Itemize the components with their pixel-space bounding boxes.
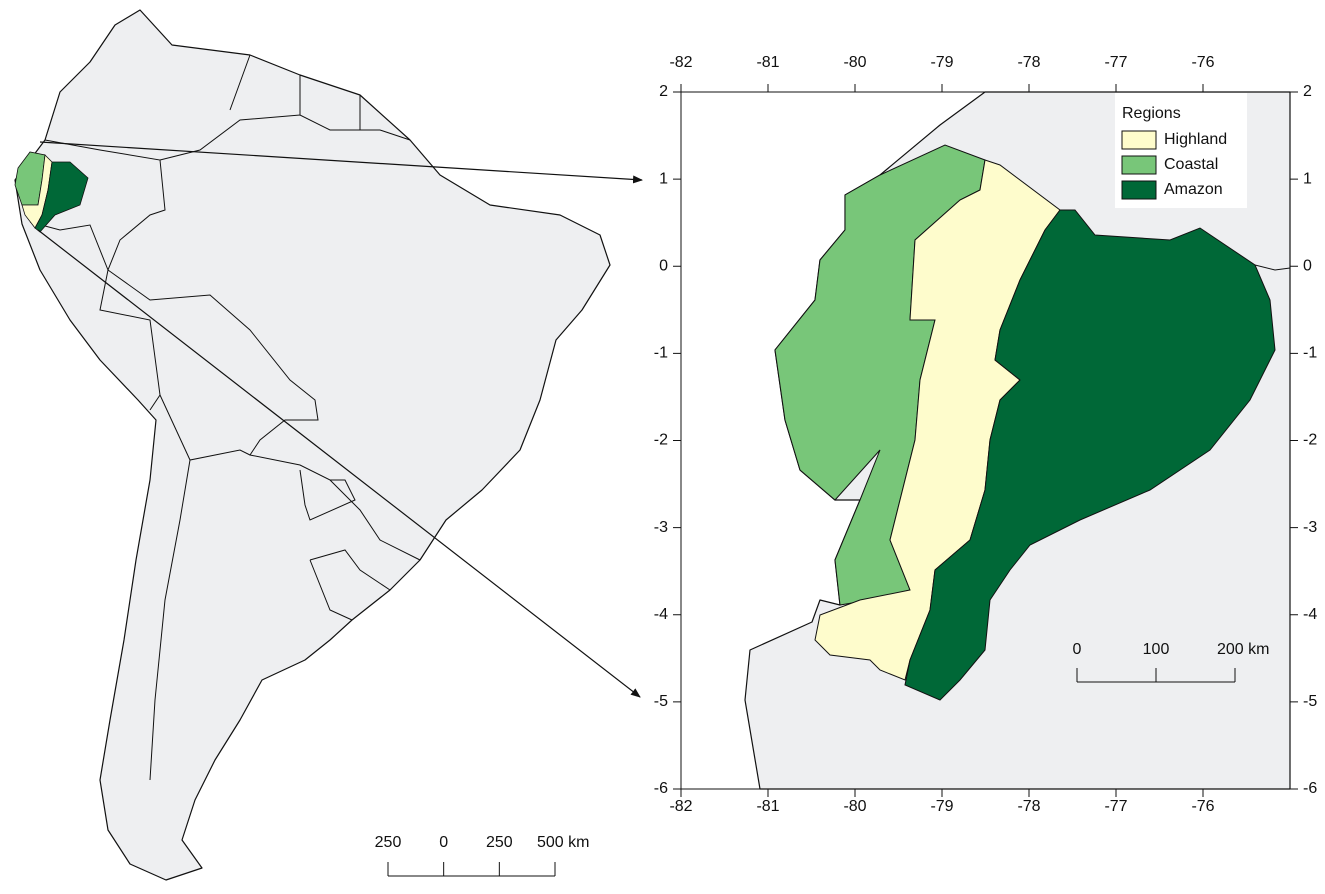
- x-tick-label: -79: [930, 798, 953, 815]
- y-tick-label: 1: [659, 170, 668, 187]
- y-tick-label: -6: [1303, 780, 1317, 797]
- legend-label: Highland: [1164, 131, 1227, 148]
- scale-label: 250: [486, 834, 513, 851]
- scale-label: 100: [1143, 641, 1170, 658]
- y-tick-label: 1: [1303, 170, 1312, 187]
- zoom-arrow: [37, 229, 641, 698]
- scale-label: 200 km: [1217, 641, 1269, 658]
- ecuador-amazon: [34, 161, 89, 233]
- y-tick-label: -6: [654, 780, 668, 797]
- country-borders: [1254, 264, 1291, 271]
- scale-label: 0: [439, 834, 448, 851]
- y-tick-label: -2: [654, 432, 668, 449]
- scale-label: 0: [1073, 641, 1082, 658]
- overview-map: 250 0 250 500 km: [14, 9, 643, 881]
- amazon-region: [904, 209, 1276, 701]
- y-tick-label: -3: [1303, 519, 1317, 536]
- scale-label: 250: [375, 834, 402, 851]
- x-tick-label: -82: [669, 798, 692, 815]
- y-tick-label: -5: [654, 693, 668, 710]
- y-tick-label: -4: [654, 606, 668, 623]
- x-tick-label: -77: [1104, 798, 1127, 815]
- y-tick-label: 0: [1303, 257, 1312, 274]
- legend-swatch: [1121, 155, 1157, 175]
- x-tick-label: -78: [1017, 798, 1040, 815]
- y-tick-label: -3: [654, 519, 668, 536]
- x-tick-label: -79: [930, 54, 953, 71]
- legend-title: Regions: [1122, 105, 1181, 122]
- legend-label: Amazon: [1164, 181, 1223, 198]
- scale-bar: 250 0 250 500 km: [375, 834, 589, 877]
- x-tick-label: -77: [1104, 54, 1127, 71]
- country-borders: [29, 54, 421, 781]
- y-tick-label: 0: [659, 257, 668, 274]
- x-tick-label: -80: [843, 798, 866, 815]
- x-tick-label: -81: [756, 798, 779, 815]
- y-tick-label: -4: [1303, 606, 1317, 623]
- legend-label: Coastal: [1164, 156, 1218, 173]
- x-tick-label: -81: [756, 54, 779, 71]
- legend: Regions Highland Coastal Amazon: [1115, 93, 1247, 208]
- scale-bar: 0 100 200 km: [1073, 641, 1269, 683]
- y-tick-label: -5: [1303, 693, 1317, 710]
- legend-swatch: [1121, 180, 1157, 200]
- scale-label: 500 km: [537, 834, 589, 851]
- x-tick-label: -80: [843, 54, 866, 71]
- y-tick-label: -1: [1303, 345, 1317, 362]
- y-tick-label: 2: [1303, 83, 1312, 100]
- inset-map: Regions Highland Coastal Amazon 0 100 200 km: [680, 91, 1291, 790]
- x-tick-label: -82: [669, 54, 692, 71]
- x-tick-label: -76: [1191, 798, 1214, 815]
- y-tick-label: -1: [654, 345, 668, 362]
- zoom-arrow: [39, 141, 643, 184]
- south-america: [14, 9, 611, 881]
- x-tick-label: -78: [1017, 54, 1040, 71]
- y-tick-label: -2: [1303, 432, 1317, 449]
- legend-swatch: [1121, 130, 1157, 150]
- x-tick-label: -76: [1191, 54, 1214, 71]
- y-tick-label: 2: [659, 83, 668, 100]
